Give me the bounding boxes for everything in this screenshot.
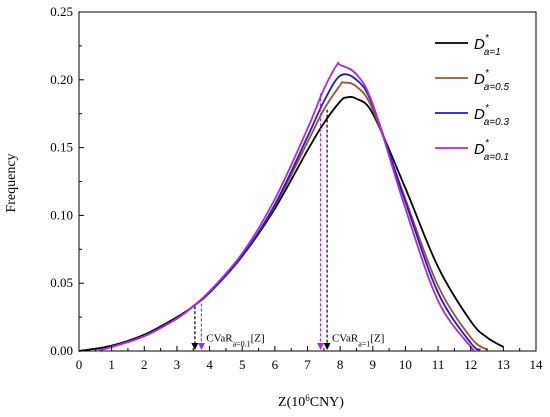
x-tick-label: 2 — [141, 357, 148, 372]
x-tick-label: 3 — [174, 357, 181, 372]
x-tick-label: 6 — [272, 357, 279, 372]
cvar-marker-arrow — [197, 343, 205, 350]
x-tick-label: 11 — [432, 357, 445, 372]
y-tick-label: 0.15 — [50, 140, 73, 155]
legend: D* a=1 D* a=0.5 D* a=0.3 D* a=0.1 — [435, 33, 509, 163]
cvar-marker-arrow — [323, 343, 331, 350]
x-tick-label: 10 — [399, 357, 412, 372]
series-line-1 — [78, 96, 504, 352]
y-tick-label: 0.20 — [50, 72, 73, 87]
cvar-marker-arrow — [317, 343, 325, 350]
legend-label-2: D* a=0.5 — [474, 68, 509, 93]
x-tick-label: 0 — [76, 357, 83, 372]
x-tick-label: 14 — [530, 357, 544, 372]
ticks-layer: 0 1 2 3 4 5 6 7 8 9 10 11 12 13 140.000.050.100.150.20… — [50, 4, 543, 372]
x-tick-label: 1 — [108, 357, 115, 372]
cvar-marker-arrow — [191, 343, 199, 350]
series-line-3 — [95, 73, 482, 352]
marker-layer — [191, 93, 331, 350]
x-tick-label: 13 — [497, 357, 510, 372]
y-tick-label: 0.00 — [50, 343, 73, 358]
y-axis-title: Frequency — [4, 153, 19, 212]
y-tick-label: 0.10 — [50, 207, 73, 222]
y-tick-label: 0.05 — [50, 275, 73, 290]
plot-border — [78, 11, 537, 352]
x-tick-label: 7 — [304, 357, 311, 372]
plot-area — [78, 11, 537, 352]
y-tick-label: 0.25 — [50, 4, 73, 19]
annotation-layer: CVaRa=0.1[Z] CVaRa=1[Z] — [206, 333, 384, 349]
series-line-4 — [95, 61, 476, 353]
x-axis-title: Z(106CNY) — [278, 393, 344, 410]
x-tick-label: 5 — [239, 357, 246, 372]
cvar-annotation: CVaRa=1[Z] — [332, 333, 384, 349]
legend-label-4: D* a=0.1 — [474, 138, 509, 163]
series-layer — [78, 61, 504, 353]
legend-label-1: D* a=1 — [474, 33, 501, 58]
x-tick-label: 8 — [337, 357, 344, 372]
x-tick-label: 12 — [464, 357, 477, 372]
x-tick-label: 4 — [206, 357, 213, 372]
legend-label-3: D* a=0.3 — [474, 103, 509, 128]
series-line-2 — [95, 81, 488, 352]
cvar-annotation: CVaRa=0.1[Z] — [206, 333, 264, 349]
x-tick-label: 9 — [370, 357, 377, 372]
